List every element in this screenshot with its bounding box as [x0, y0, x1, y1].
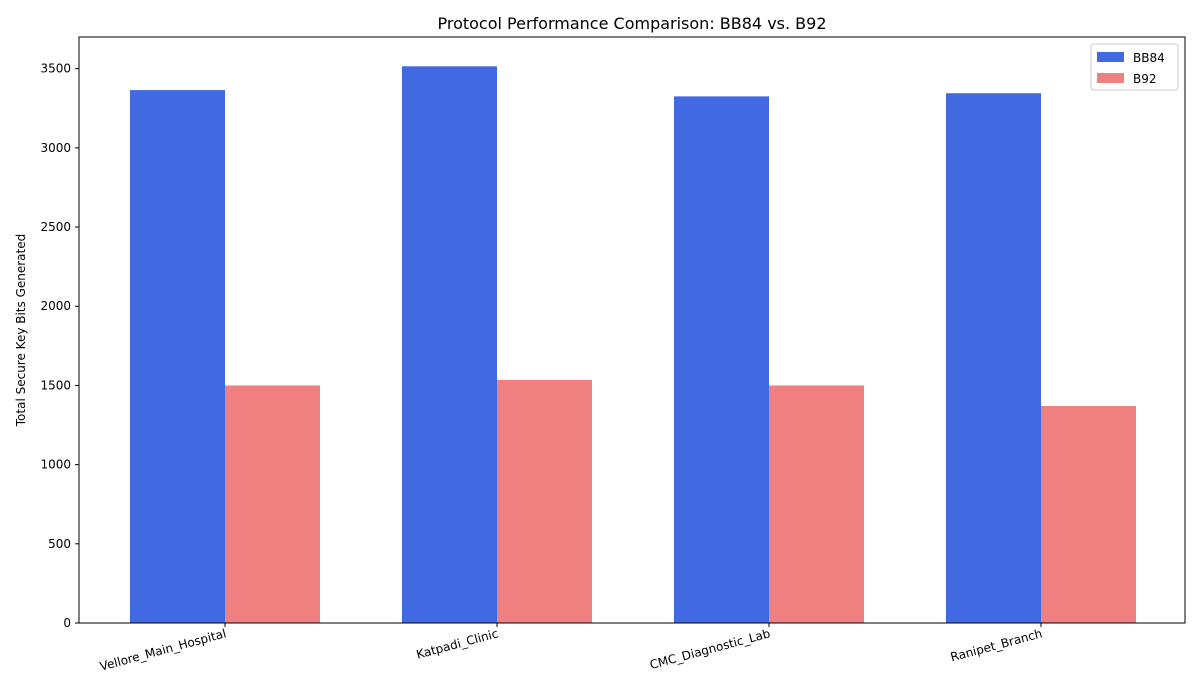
x-tick-label: Ranipet_Branch: [949, 626, 1044, 664]
legend-swatch-bb84: [1097, 52, 1124, 62]
legend-swatch-b92: [1097, 73, 1124, 83]
x-axis: Vellore_Main_Hospital Katpadi_Clinic CMC_D…: [98, 623, 1044, 674]
bar-b92-2: [769, 385, 864, 623]
bar-bb84-0: [130, 90, 225, 623]
bar-b92-1: [497, 379, 592, 623]
y-tick-label: 3000: [40, 141, 71, 155]
x-tick-label: Vellore_Main_Hospital: [98, 626, 228, 673]
x-tick-label: CMC_Diagnostic_Lab: [648, 626, 772, 672]
y-tick-label: 3500: [40, 62, 71, 76]
y-tick-label: 1500: [40, 378, 71, 392]
y-tick-label: 2500: [40, 220, 71, 234]
bar-bb84-3: [946, 93, 1041, 624]
bar-bb84-1: [402, 66, 497, 624]
chart-title: Protocol Performance Comparison: BB84 vs…: [437, 14, 826, 33]
y-tick-label: 0: [63, 616, 71, 630]
x-tick-label: Katpadi_Clinic: [415, 626, 500, 661]
bars-group: [130, 66, 1136, 624]
y-tick-label: 1000: [40, 458, 71, 472]
y-axis-label: Total Secure Key Bits Generated: [14, 234, 28, 427]
y-axis: 0 500 1000 1500 2000 2500 3000 3500: [40, 62, 79, 630]
y-tick-label: 500: [48, 537, 71, 551]
legend-label-bb84: BB84: [1133, 51, 1165, 65]
legend: BB84 B92: [1090, 43, 1179, 91]
legend-label-b92: B92: [1133, 72, 1157, 86]
bar-b92-3: [1041, 406, 1136, 623]
bar-bb84-2: [674, 96, 769, 623]
bar-b92-0: [225, 385, 320, 623]
y-tick-label: 2000: [40, 299, 71, 313]
plot-frame: [78, 36, 1186, 624]
